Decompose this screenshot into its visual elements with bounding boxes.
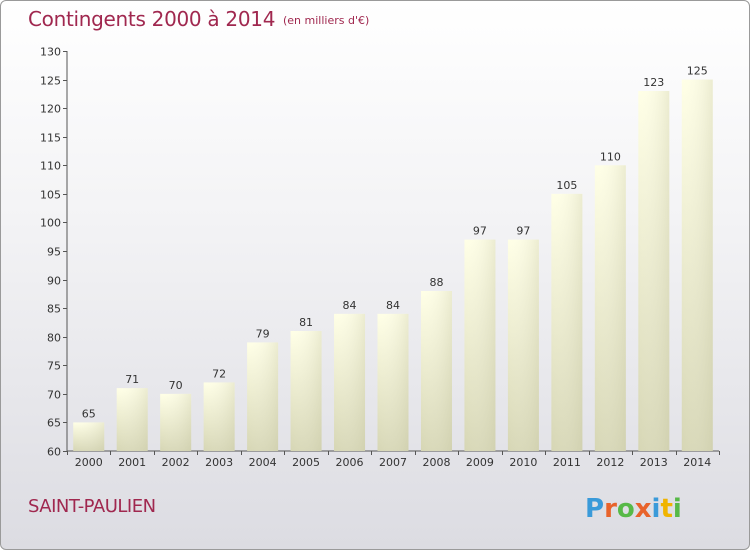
y-tick-label: 85 xyxy=(47,303,61,316)
axes: 60 65 70 75 80 85 90 95 100 105 110 115 120 125 130 200… xyxy=(40,46,720,469)
y-tick-label: 125 xyxy=(40,75,61,88)
y-tick-label: 130 xyxy=(40,46,61,59)
proxiti-logo[interactable]: Proxiti xyxy=(583,488,693,528)
chart-subtitle: (en milliers d'€) xyxy=(283,14,370,27)
data-label: 79 xyxy=(256,327,270,340)
data-label: 81 xyxy=(299,316,313,329)
x-tick-label: 2003 xyxy=(205,456,233,469)
bar-shade xyxy=(551,193,583,451)
data-label: 71 xyxy=(125,373,139,386)
x-tick-label: 2000 xyxy=(75,456,103,469)
bar-shade xyxy=(290,331,322,451)
x-tick-label: 2009 xyxy=(466,456,494,469)
bar-shade xyxy=(464,239,496,451)
y-tick-label: 75 xyxy=(47,360,61,373)
bar-shade xyxy=(160,393,192,451)
y-tick-label: 80 xyxy=(47,332,61,345)
y-tick-label: 65 xyxy=(47,417,61,430)
data-label: 72 xyxy=(212,367,226,380)
data-label: 65 xyxy=(82,407,96,420)
bar-shade xyxy=(377,313,409,451)
bars xyxy=(73,79,713,452)
bar-shade xyxy=(203,382,235,451)
bar-shade xyxy=(334,313,366,451)
data-label: 105 xyxy=(556,179,577,192)
x-tick-label: 2013 xyxy=(640,456,668,469)
x-tick-label: 2012 xyxy=(596,456,624,469)
x-tick-label: 2007 xyxy=(379,456,407,469)
data-label: 110 xyxy=(600,150,621,163)
logo-mark: Proxiti xyxy=(585,494,682,524)
x-tick-label: 2006 xyxy=(336,456,364,469)
x-tick-label: 2011 xyxy=(553,456,581,469)
bar-shade xyxy=(594,165,626,452)
data-label: 84 xyxy=(386,299,400,312)
data-label: 97 xyxy=(516,225,530,238)
bar-shade xyxy=(73,422,105,451)
x-tick-label: 2014 xyxy=(683,456,711,469)
bar-shade xyxy=(507,239,539,451)
data-label: 70 xyxy=(169,379,183,392)
bar-shade xyxy=(247,342,279,451)
x-tick-label: 2004 xyxy=(249,456,277,469)
bar-shade xyxy=(116,388,148,451)
y-tick-label: 60 xyxy=(47,446,61,459)
x-tick-label: 2010 xyxy=(509,456,537,469)
data-label: 123 xyxy=(643,76,664,89)
data-label: 125 xyxy=(687,65,708,78)
bar-shade xyxy=(681,79,713,452)
y-tick-label: 90 xyxy=(47,275,61,288)
data-label: 84 xyxy=(343,299,357,312)
x-tick-label: 2005 xyxy=(292,456,320,469)
y-tick-label: 110 xyxy=(40,160,61,173)
chart-title: Contingents 2000 à 2014 xyxy=(28,7,276,31)
bar-shade xyxy=(420,291,452,451)
y-tick-label: 115 xyxy=(40,132,61,145)
y-tick-label: 70 xyxy=(47,389,61,402)
data-label: 97 xyxy=(473,225,487,238)
x-tick-label: 2002 xyxy=(162,456,190,469)
logo-text: Proxiti xyxy=(585,494,682,524)
data-label: 88 xyxy=(429,276,443,289)
value-labels: 65 71 70 72 79 81 84 84 88 97 97 105 110 123 125 xyxy=(82,65,708,421)
bar-shade xyxy=(638,91,670,451)
y-tick-label: 100 xyxy=(40,217,61,230)
x-tick-label: 2008 xyxy=(422,456,450,469)
x-tick-label: 2001 xyxy=(118,456,146,469)
y-tick-label: 105 xyxy=(40,189,61,202)
y-tick-label: 95 xyxy=(47,246,61,259)
place-name: SAINT-PAULIEN xyxy=(28,496,156,517)
y-tick-label: 120 xyxy=(40,103,61,116)
